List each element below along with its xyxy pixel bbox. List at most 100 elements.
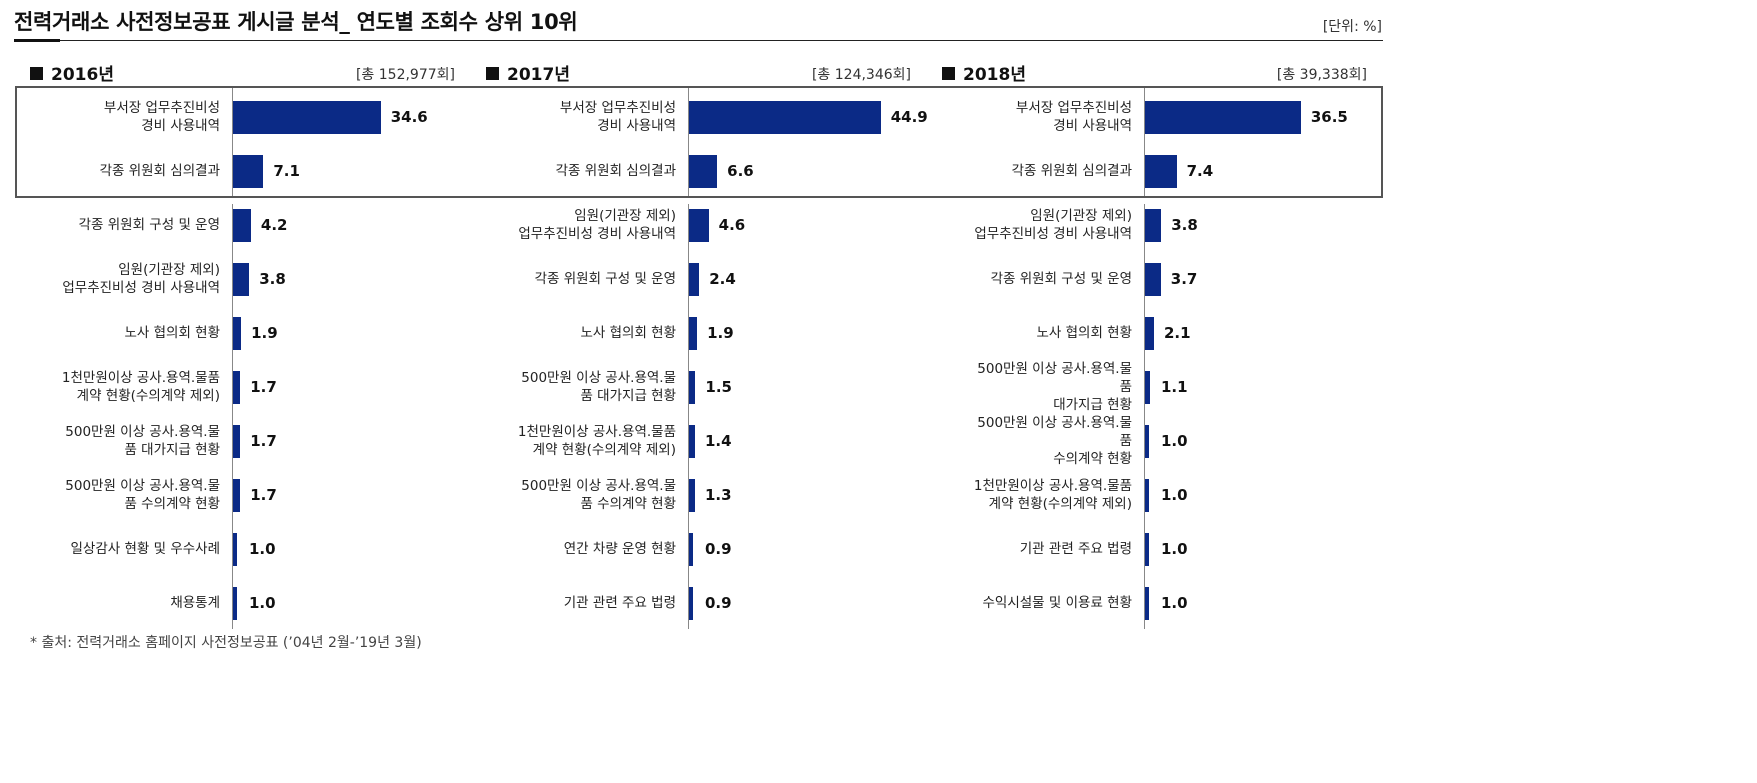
category-label: 각종 위원회 구성 및 운영: [534, 271, 676, 287]
panel-year-text: 2017년: [507, 65, 570, 85]
value-label: 1.0: [249, 594, 276, 612]
value-label: 2.4: [709, 270, 736, 288]
value-label: 1.0: [1161, 486, 1188, 504]
value-label: 1.4: [705, 432, 732, 450]
bar: [233, 424, 241, 458]
category-label: 임원(기관장 제외) 업무추진비성 경비 사용내역: [62, 262, 220, 296]
category-label: 부서장 업무추진비성 경비 사용내역: [1015, 100, 1132, 134]
value-label: 0.9: [705, 540, 732, 558]
value-label: 1.1: [1161, 378, 1188, 396]
value-label: 1.0: [1161, 540, 1188, 558]
bar: [233, 532, 238, 566]
category-label: 노사 협의회 현황: [124, 325, 220, 341]
bar: [1145, 478, 1150, 512]
square-bullet-icon: [486, 67, 499, 80]
category-label: 500만원 이상 공사.용역.물 품 수의계약 현황: [521, 478, 676, 512]
bar: [689, 262, 700, 296]
category-label: 500만원 이상 공사.용역.물 품 대가지급 현황: [521, 370, 676, 404]
category-axis-line: [688, 204, 689, 629]
bar: [689, 586, 693, 620]
category-label: 1천만원이상 공사.용역.물품 계약 현황(수의계약 제외): [973, 478, 1132, 512]
value-label: 1.0: [249, 540, 276, 558]
value-label: 4.2: [260, 216, 288, 234]
category-label: 500만원 이상 공사.용역.물 품 수의계약 현황: [65, 478, 220, 512]
highlight-box: [15, 86, 1383, 198]
chart-panel-2016: 2016년 [총 152,977회] 부서장 업무추진비성 경비 사용내역 34.6 각종…: [30, 0, 470, 783]
chart-panel-2017: 2017년 [총 124,346회] 부서장 업무추진비성 경비 사용내역 44.9 각종…: [486, 0, 928, 783]
value-label: 3.8: [1171, 216, 1198, 234]
category-label: 채용통계: [170, 595, 220, 611]
bar: [689, 370, 696, 404]
value-label: 1.0: [1161, 432, 1188, 450]
value-label: 0.9: [705, 594, 732, 612]
category-axis-line: [1144, 204, 1145, 629]
category-label: 부서장 업무추진비성 경비 사용내역: [559, 100, 676, 134]
bar: [689, 316, 698, 350]
value-label: 1.7: [250, 486, 277, 504]
value-label: 1.9: [251, 324, 278, 342]
category-label: 1천만원이상 공사.용역.물품 계약 현황(수의계약 제외): [517, 424, 676, 458]
value-label: 1.9: [707, 324, 734, 342]
panel-year-text: 2018년: [963, 65, 1026, 85]
bar: [233, 586, 238, 620]
chart-panel-2018: 2018년 [총 39,338회] 부서장 업무추진비성 경비 사용내역 36.5 각종 …: [942, 0, 1382, 783]
bar: [233, 154, 264, 188]
panel-year-label: 2016년: [30, 60, 114, 85]
bar: [233, 370, 241, 404]
category-label: 각종 위원회 심의결과: [99, 163, 220, 179]
category-label: 부서장 업무추진비성 경비 사용내역: [103, 100, 220, 134]
category-label: 연간 차량 운영 현황: [563, 541, 676, 557]
bar: [233, 208, 251, 242]
bar: [689, 154, 718, 188]
value-label: 36.5: [1310, 108, 1348, 126]
category-label: 각종 위원회 심의결과: [555, 163, 676, 179]
category-label: 기관 관련 주요 법령: [563, 595, 676, 611]
bar: [233, 316, 242, 350]
bar: [689, 532, 693, 566]
category-label: 500만원 이상 공사.용역.물 품 수의계약 현황: [977, 415, 1132, 467]
bar: [1145, 424, 1150, 458]
panel-year-text: 2016년: [51, 65, 114, 85]
chart-title: 전력거래소 사전정보공표 게시글 분석_ 연도별 조회수 상위 10위: [14, 10, 578, 34]
value-label: 7.1: [273, 162, 300, 180]
bar: [1145, 532, 1150, 566]
bar: [689, 424, 695, 458]
category-label: 500만원 이상 공사.용역.물 품 대가지급 현황: [977, 361, 1132, 413]
panel-year-label: 2017년: [486, 60, 570, 85]
source-note: * 출처: 전력거래소 홈페이지 사전정보공표 (’04년 2월-’19년 3월…: [30, 635, 422, 651]
category-axis-line: [1144, 88, 1145, 196]
category-label: 1천만원이상 공사.용역.물품 계약 현황(수의계약 제외): [61, 370, 220, 404]
value-label: 6.6: [727, 162, 754, 180]
bar: [689, 478, 695, 512]
bar: [233, 262, 250, 296]
category-label: 500만원 이상 공사.용역.물 품 대가지급 현황: [65, 424, 220, 458]
category-label: 임원(기관장 제외) 업무추진비성 경비 사용내역: [974, 208, 1132, 242]
value-label: 1.7: [250, 432, 277, 450]
bar: [233, 478, 241, 512]
bar: [1145, 370, 1150, 404]
square-bullet-icon: [30, 67, 43, 80]
value-label: 44.9: [890, 108, 928, 126]
panel-year-label: 2018년: [942, 60, 1026, 85]
category-axis-line: [688, 88, 689, 196]
category-label: 기관 관련 주요 법령: [1019, 541, 1132, 557]
bar: [1145, 154, 1177, 188]
category-label: 임원(기관장 제외) 업무추진비성 경비 사용내역: [518, 208, 676, 242]
panel-total-count: [총 124,346회]: [811, 67, 911, 83]
title-accent: [14, 39, 60, 42]
bar: [689, 208, 709, 242]
square-bullet-icon: [942, 67, 955, 80]
value-label: 7.4: [1186, 162, 1214, 180]
category-axis-line: [232, 88, 233, 196]
value-label: 1.3: [705, 486, 732, 504]
category-label: 수익시설물 및 이용료 현황: [982, 595, 1133, 611]
value-label: 2.1: [1163, 324, 1191, 342]
category-label: 노사 협의회 현황: [580, 325, 676, 341]
panel-total-count: [총 152,977회]: [355, 67, 455, 83]
category-label: 각종 위원회 구성 및 운영: [78, 217, 220, 233]
bar: [1145, 100, 1301, 134]
bar: [233, 100, 381, 134]
category-label: 각종 위원회 심의결과: [1011, 163, 1132, 179]
category-label: 일상감사 현황 및 우수사례: [70, 541, 221, 557]
category-axis-line: [232, 204, 233, 629]
